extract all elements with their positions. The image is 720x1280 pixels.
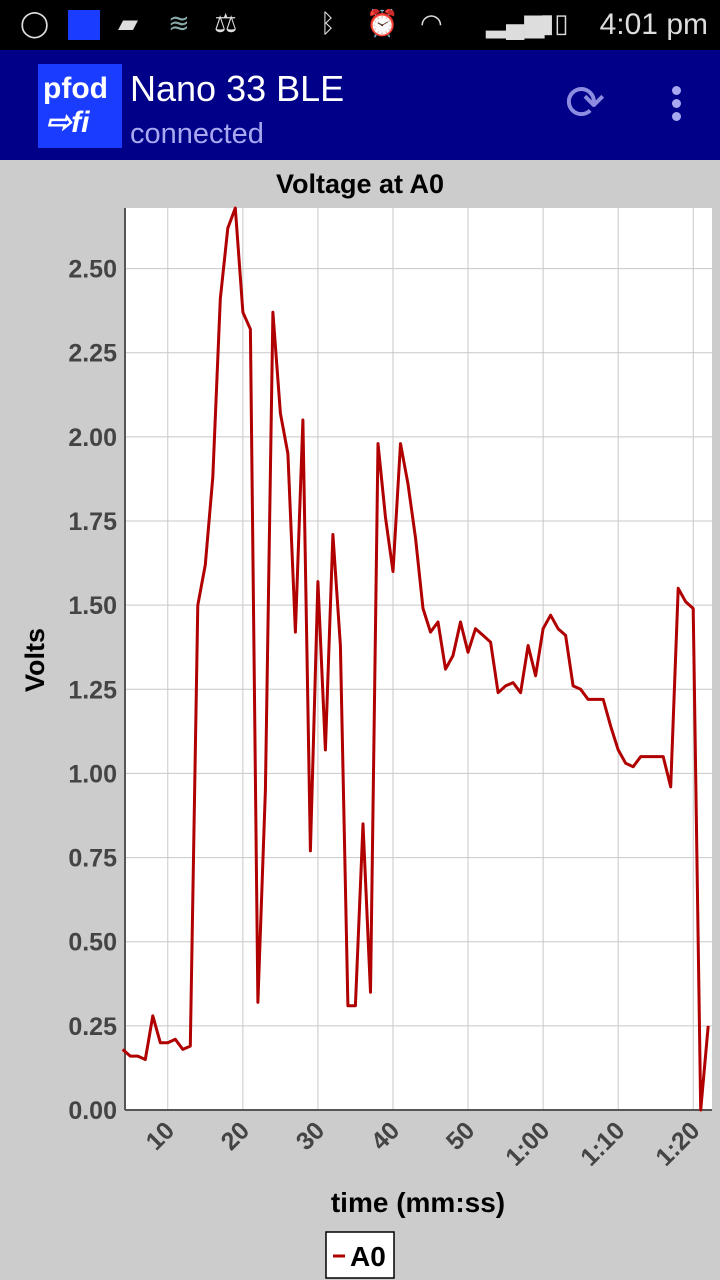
logo-text: ⇨fi	[46, 106, 90, 139]
connection-status: connected	[130, 118, 264, 150]
y-tick-label: 1.50	[68, 592, 117, 620]
x-tick-label: 20	[216, 1116, 255, 1155]
plot-area	[125, 208, 712, 1110]
chart-title: Voltage at A0	[276, 169, 444, 199]
x-tick-label: 50	[441, 1116, 480, 1155]
cell-signal-icon: ▂▄▆	[486, 8, 545, 38]
y-tick-label: 0.75	[68, 845, 117, 873]
y-tick-label: 2.25	[68, 340, 117, 368]
scale-icon: ⚖	[214, 8, 238, 38]
y-tick-label: 0.50	[68, 929, 117, 957]
pfod-logo: pfod ⇨fi	[38, 64, 122, 148]
device-title: Nano 33 BLE	[130, 68, 345, 109]
x-axis-label: time (mm:ss)	[331, 1187, 505, 1218]
y-tick-label: 1.00	[68, 760, 117, 788]
x-tick-label: 1:10	[575, 1116, 630, 1171]
x-tick-label: 1:20	[650, 1116, 705, 1171]
y-tick-label: 1.25	[68, 676, 117, 704]
x-tick-label: 10	[141, 1116, 180, 1155]
x-tick-label: 1:00	[500, 1116, 555, 1171]
clock: 4:01 pm	[599, 8, 708, 41]
legend-label-a0: A0	[350, 1241, 386, 1272]
app-bar: pfod ⇨fi Nano 33 BLE connected ⟳	[0, 50, 720, 160]
voltage-chart: 0.00 0.25 0.50 0.75 1.00 1.25 1.50 1.75 2.00 2.25…	[20, 169, 712, 1279]
status-bar: ◯ ▰ ≋ ⚖ ᛒ ⏰ ◠ ▂▄▆ ▮▯ 4:01 pm	[0, 0, 720, 50]
image-icon: ▰	[118, 8, 138, 38]
y-tick-label: 2.50	[68, 256, 117, 284]
battery-icon: ▮▯	[540, 8, 569, 38]
bluetooth-icon: ᛒ	[320, 8, 336, 38]
wifi-icon: ◠	[420, 8, 443, 38]
x-tick-label: 30	[291, 1116, 330, 1155]
y-tick-label: 1.75	[68, 508, 117, 536]
chat-bubble-icon: ◯	[20, 8, 50, 38]
wifi-signal-icon: ≋	[168, 8, 190, 38]
y-tick-label: 2.00	[68, 424, 117, 452]
pfod-notification-icon	[68, 10, 100, 40]
y-tick-label: 0.00	[68, 1097, 117, 1125]
y-axis-label: Volts	[20, 628, 50, 692]
refresh-icon[interactable]: ⟳	[565, 77, 606, 130]
logo-text: pfod	[43, 72, 108, 105]
overflow-menu-icon[interactable]	[664, 86, 688, 126]
x-tick-label: 40	[366, 1116, 405, 1155]
alarm-icon: ⏰	[366, 8, 399, 38]
y-tick-label: 0.25	[68, 1013, 117, 1041]
